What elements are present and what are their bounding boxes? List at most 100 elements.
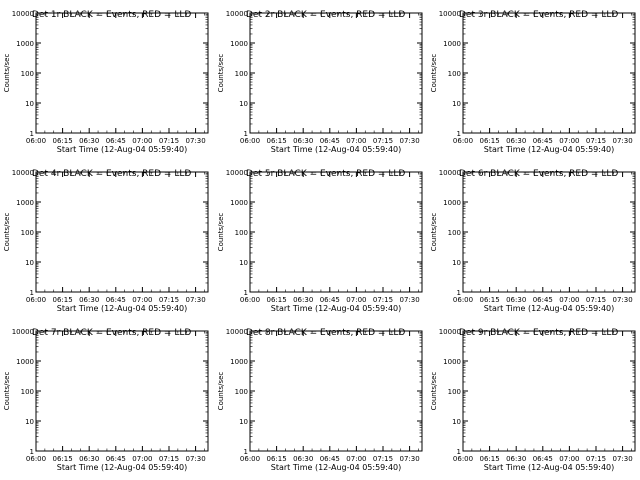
x-tick-label: 07:15 <box>159 455 179 463</box>
x-tick-label: 06:45 <box>320 455 340 463</box>
x-tick-label: 06:45 <box>320 296 340 304</box>
x-axis-label: Start Time (12-Aug-04 05:59:40) <box>57 304 188 313</box>
x-tick-label: 06:15 <box>480 137 500 145</box>
x-tick-label: 06:00 <box>453 455 473 463</box>
panel-title: Det 4r BLACK = Events, RED = LLD <box>32 169 191 179</box>
x-tick-label: 06:30 <box>79 137 99 145</box>
x-axis-label: Start Time (12-Aug-04 05:59:40) <box>484 145 615 154</box>
x-tick-label: 07:30 <box>185 296 205 304</box>
y-axis-label: Counts/sec <box>217 54 225 93</box>
y-axis-label: Counts/sec <box>3 372 11 411</box>
chart-panel-6: Det 6r BLACK = Events, RED = LLD Counts/s… <box>430 169 636 313</box>
y-tick-label: 100 <box>21 388 34 396</box>
y-tick-label: 1 <box>457 289 461 297</box>
y-axis-label: Counts/sec <box>430 54 438 93</box>
x-tick-label: 06:00 <box>26 455 46 463</box>
x-tick-label: 06:45 <box>106 455 126 463</box>
y-tick-label: 100 <box>448 70 461 78</box>
x-tick-label: 06:15 <box>267 296 287 304</box>
x-tick-label: 07:30 <box>612 455 632 463</box>
x-tick-label: 06:30 <box>293 455 313 463</box>
y-tick-label: 100 <box>21 70 34 78</box>
plot-frame <box>462 330 636 452</box>
y-tick-label: 1 <box>457 130 461 138</box>
x-axis-label: Start Time (12-Aug-04 05:59:40) <box>57 145 188 154</box>
x-tick-label: 07:30 <box>399 455 419 463</box>
x-tick-label: 07:30 <box>185 455 205 463</box>
y-axis-label: Counts/sec <box>3 54 11 93</box>
x-tick-label: 07:15 <box>586 455 606 463</box>
y-axis-label: Counts/sec <box>217 372 225 411</box>
y-tick-label: 10000 <box>12 169 34 177</box>
x-tick-label: 07:30 <box>399 137 419 145</box>
chart-panel-1: Det 1r BLACK = Events, RED = LLD Counts/s… <box>3 10 209 154</box>
panel-title: Det 2r BLACK = Events, RED = LLD <box>246 10 405 20</box>
x-tick-label: 06:30 <box>506 455 526 463</box>
y-tick-label: 10 <box>25 100 34 108</box>
x-tick-label: 07:00 <box>132 296 152 304</box>
x-tick-label: 06:00 <box>26 137 46 145</box>
y-tick-label: 10000 <box>439 169 461 177</box>
x-tick-label: 06:45 <box>533 137 553 145</box>
y-tick-label: 1000 <box>16 199 34 207</box>
plot-frame <box>35 330 209 452</box>
y-axis-label: Counts/sec <box>3 213 11 252</box>
x-tick-label: 06:15 <box>267 455 287 463</box>
y-tick-label: 1000 <box>230 358 248 366</box>
y-tick-label: 100 <box>235 229 248 237</box>
y-tick-label: 100 <box>448 229 461 237</box>
y-tick-label: 10 <box>452 259 461 267</box>
y-tick-label: 100 <box>235 388 248 396</box>
x-tick-label: 06:00 <box>26 296 46 304</box>
x-axis-label: Start Time (12-Aug-04 05:59:40) <box>271 463 402 472</box>
x-tick-label: 06:45 <box>320 137 340 145</box>
y-tick-label: 100 <box>21 229 34 237</box>
y-tick-label: 10000 <box>439 328 461 336</box>
x-tick-label: 06:30 <box>293 137 313 145</box>
y-tick-label: 10000 <box>12 328 34 336</box>
x-tick-label: 07:00 <box>346 296 366 304</box>
panel-title: Det 3r BLACK = Events, RED = LLD <box>459 10 618 20</box>
chart-panel-8: Det 8r BLACK = Events, RED = LLD Counts/s… <box>217 328 423 472</box>
y-tick-label: 1 <box>457 448 461 456</box>
plot-frame <box>462 171 636 293</box>
x-tick-label: 06:15 <box>267 137 287 145</box>
x-axis-label: Start Time (12-Aug-04 05:59:40) <box>484 304 615 313</box>
x-tick-label: 07:30 <box>612 137 632 145</box>
chart-panel-4: Det 4r BLACK = Events, RED = LLD Counts/s… <box>3 169 209 313</box>
plot-frame <box>35 171 209 293</box>
x-tick-label: 06:00 <box>240 296 260 304</box>
x-tick-label: 07:00 <box>559 455 579 463</box>
y-tick-label: 10000 <box>439 10 461 18</box>
x-tick-label: 07:15 <box>373 296 393 304</box>
panel-title: Det 6r BLACK = Events, RED = LLD <box>459 169 618 179</box>
y-tick-label: 1000 <box>16 358 34 366</box>
x-axis-label: Start Time (12-Aug-04 05:59:40) <box>271 304 402 313</box>
chart-panel-5: Det 5r BLACK = Events, RED = LLD Counts/s… <box>217 169 423 313</box>
y-tick-label: 1000 <box>443 358 461 366</box>
x-tick-label: 07:00 <box>559 137 579 145</box>
y-tick-label: 100 <box>235 70 248 78</box>
x-axis-label: Start Time (12-Aug-04 05:59:40) <box>57 463 188 472</box>
x-tick-label: 06:15 <box>480 296 500 304</box>
x-axis-label: Start Time (12-Aug-04 05:59:40) <box>484 463 615 472</box>
x-tick-label: 07:15 <box>373 137 393 145</box>
x-tick-label: 07:15 <box>586 137 606 145</box>
panel-title: Det 1r BLACK = Events, RED = LLD <box>32 10 191 20</box>
x-tick-label: 07:00 <box>559 296 579 304</box>
x-tick-label: 06:45 <box>533 296 553 304</box>
y-tick-label: 1000 <box>230 199 248 207</box>
x-tick-label: 06:45 <box>533 455 553 463</box>
y-axis-label: Counts/sec <box>430 213 438 252</box>
y-tick-label: 1000 <box>443 40 461 48</box>
y-tick-label: 1 <box>244 448 248 456</box>
x-tick-label: 06:30 <box>79 455 99 463</box>
y-tick-label: 1000 <box>443 199 461 207</box>
panel-title: Det 7r BLACK = Events, RED = LLD <box>32 328 191 338</box>
panel-title: Det 9r BLACK = Events, RED = LLD <box>459 328 618 338</box>
x-tick-label: 07:30 <box>399 296 419 304</box>
plot-frame <box>249 171 423 293</box>
panel-title: Det 8r BLACK = Events, RED = LLD <box>246 328 405 338</box>
chart-panel-2: Det 2r BLACK = Events, RED = LLD Counts/s… <box>217 10 423 154</box>
